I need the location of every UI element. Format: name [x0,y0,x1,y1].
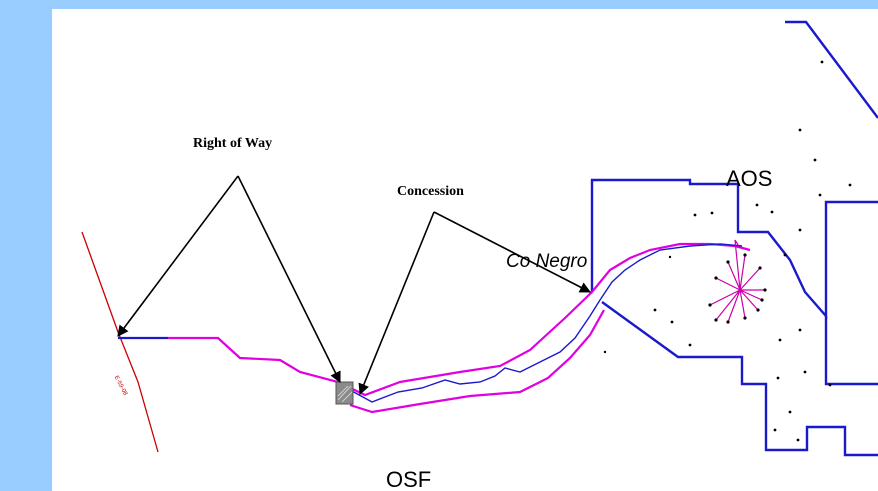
pipeline-corridor-lower [349,309,605,414]
concession-boundary [590,178,878,320]
arrow-right-of-way-west [117,175,239,337]
road-line [81,231,159,453]
annotation-arrows [117,175,591,396]
top-border-band [0,0,878,9]
arrow-right-of-way-east [237,175,341,384]
label-aos: AOS [726,166,773,191]
well-markers [603,60,852,442]
pipeline-route [349,243,743,403]
arrow-concession-osf [358,211,435,396]
label-co-negro: Co Negro [506,251,588,272]
left-border-band [0,0,52,491]
label-right-of-way: Right of Way [193,136,273,151]
southern-boundary [601,301,878,457]
field-gathering-network [709,239,765,323]
label-concession: Concession [397,184,464,199]
pipeline-corridor-upper [168,242,751,397]
arrow-concession-co-negro [433,211,591,293]
label-osf: OSF [386,467,432,491]
aos-outer-boundary [785,20,878,119]
osf-facility-hatch [337,385,353,403]
inner-boundary [824,316,878,386]
map-canvas: Right of Way Concession Co Negro AOS OSF… [52,9,878,491]
map-svg [81,20,878,457]
